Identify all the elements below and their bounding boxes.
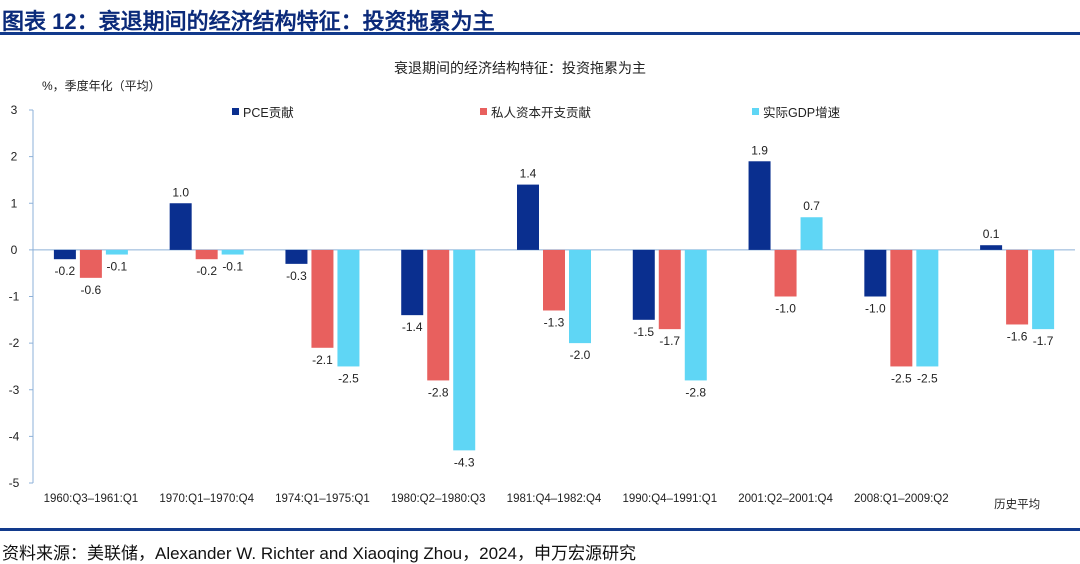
y-tick-label: 0 (11, 243, 18, 257)
y-tick-label: 1 (11, 196, 18, 210)
data-label: -1.7 (1033, 334, 1054, 348)
legend-label: 私人资本开支贡献 (491, 105, 591, 120)
x-tick-label: 1970:Q1–1970:Q4 (159, 493, 254, 505)
legend-label: 实际GDP增速 (763, 105, 841, 120)
bar-gdp (800, 217, 823, 250)
bar-pce (980, 245, 1003, 250)
x-tick-label: 1981:Q4–1982:Q4 (507, 493, 602, 505)
bar-pce (53, 249, 76, 260)
legend-label: PCE贡献 (243, 105, 294, 120)
data-label: -2.5 (338, 371, 359, 385)
data-label: 1.4 (520, 167, 537, 181)
data-label: 1.9 (751, 143, 768, 157)
bar-gdp (105, 249, 128, 255)
data-label: -2.8 (685, 385, 706, 399)
title-rule (0, 32, 1080, 35)
bar-capex (195, 249, 218, 260)
bar-pce (169, 203, 192, 250)
data-label: -0.2 (196, 264, 217, 278)
figure-title: 图表 12：衰退期间的经济结构特征：投资拖累为主 (2, 9, 495, 34)
bar-capex (543, 249, 565, 311)
data-label: -2.5 (891, 371, 912, 385)
data-label: 1.0 (172, 185, 189, 199)
data-label: -0.3 (286, 269, 307, 283)
data-label: -0.2 (55, 264, 76, 278)
y-tick-label: -4 (9, 429, 20, 443)
bar-gdp (916, 249, 939, 367)
data-label: -0.1 (107, 260, 128, 274)
y-axis-label: %，季度年化（平均） (42, 78, 161, 93)
bar-capex (1006, 249, 1029, 325)
bar-pce (285, 249, 308, 264)
x-tick-label: 2008:Q1–2009:Q2 (854, 493, 949, 505)
data-label: -0.1 (222, 260, 243, 274)
legend-swatch (752, 108, 759, 115)
bar-gdp (337, 249, 360, 367)
bar-gdp (684, 249, 707, 381)
data-label: -1.4 (402, 320, 423, 334)
bar-gdp (1032, 249, 1055, 330)
y-tick-label: 3 (11, 103, 18, 117)
data-label: -1.6 (1007, 329, 1028, 343)
data-label: -1.0 (775, 302, 796, 316)
bar-capex (79, 249, 102, 278)
bar-pce (864, 249, 887, 297)
y-tick-label: -2 (9, 336, 20, 350)
y-tick-label: 2 (11, 150, 18, 164)
data-label: -1.0 (865, 302, 886, 316)
bar-capex (774, 249, 797, 297)
bar-capex (890, 249, 913, 367)
bar-gdp (569, 249, 591, 344)
bar-gdp (453, 249, 476, 451)
bar-capex (311, 249, 334, 348)
data-label: -2.5 (917, 371, 938, 385)
data-label: -4.3 (454, 455, 475, 469)
x-tick-label: 1960:Q3–1961:Q1 (44, 493, 139, 505)
y-tick-label: -5 (9, 476, 20, 490)
legend-swatch (232, 108, 239, 115)
data-label: -1.3 (544, 315, 565, 329)
source-note: 资料来源：美联储，Alexander W. Richter and Xiaoqi… (2, 544, 636, 563)
bar-pce (401, 249, 424, 316)
bar-pce (748, 161, 771, 250)
x-tick-label: 1990:Q4–1991:Q1 (622, 493, 717, 505)
data-label: -2.8 (428, 385, 449, 399)
x-tick-label: 2001:Q2–2001:Q4 (738, 493, 833, 505)
data-label: -1.5 (633, 325, 654, 339)
chart-title: 衰退期间的经济结构特征：投资拖累为主 (394, 60, 646, 76)
data-label: 0.1 (983, 227, 1000, 241)
x-tick-label: 历史平均 (994, 498, 1040, 511)
data-label: -2.1 (312, 353, 333, 367)
source-rule (0, 528, 1080, 531)
data-label: -0.6 (81, 283, 102, 297)
bar-chart: 衰退期间的经济结构特征：投资拖累为主 %，季度年化（平均） 3 2 1 0 -1 -2 -3… (9, 60, 1075, 511)
data-label: -1.7 (659, 334, 680, 348)
y-tick-label: -3 (9, 383, 20, 397)
x-tick-label: 1980:Q2–1980:Q3 (391, 493, 486, 505)
legend-swatch (480, 108, 487, 115)
bar-capex (658, 249, 681, 330)
bar-pce (632, 249, 655, 320)
bar-gdp (221, 249, 244, 255)
data-label: 0.7 (803, 199, 820, 213)
bar-capex (427, 249, 450, 381)
data-label: -2.0 (570, 348, 591, 362)
y-tick-label: -1 (9, 290, 20, 304)
x-tick-label: 1974:Q1–1975:Q1 (275, 493, 370, 505)
bar-pce (517, 184, 539, 250)
